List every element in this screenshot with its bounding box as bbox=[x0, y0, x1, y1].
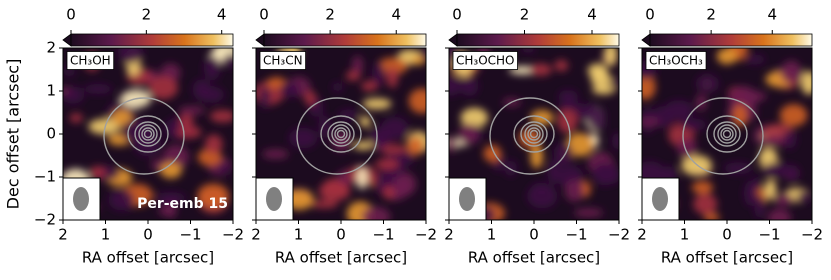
contour bbox=[103, 97, 185, 175]
x-axis-label: RA offset [arcsec] bbox=[82, 249, 214, 267]
emission-map bbox=[256, 48, 426, 220]
contour bbox=[720, 127, 734, 141]
x-tick-label: −1 bbox=[179, 226, 201, 244]
contour bbox=[334, 127, 348, 141]
colorbar bbox=[649, 33, 813, 47]
y-tick-label: −1 bbox=[34, 168, 56, 186]
contour bbox=[143, 129, 153, 139]
x-tick-label: −1 bbox=[758, 226, 780, 244]
contour bbox=[722, 129, 732, 139]
contour bbox=[520, 121, 548, 147]
colorbar-tick-label: 4 bbox=[217, 6, 227, 24]
x-tick-label: 2 bbox=[637, 226, 647, 244]
annotation: Per-emb 15 bbox=[137, 196, 228, 212]
y-axis-label: Dec offset [arcsec] bbox=[4, 59, 23, 210]
species-label: CH₃OH bbox=[70, 54, 111, 68]
panel: CH₃CN 2 1 0 −1 −2 RA offset [arcsec] 0 2 4 bbox=[251, 6, 437, 267]
colorbar-tick-label: 2 bbox=[325, 6, 335, 24]
colorbar-tick-label: 2 bbox=[706, 6, 716, 24]
colorbar-tick-label: 2 bbox=[142, 6, 152, 24]
x-tick-label: −1 bbox=[372, 226, 394, 244]
x-axis-label: RA offset [arcsec] bbox=[661, 249, 793, 267]
contour bbox=[296, 97, 378, 175]
label-box bbox=[645, 51, 707, 70]
beam bbox=[652, 187, 668, 211]
contour bbox=[529, 129, 539, 139]
contour bbox=[489, 97, 571, 175]
colorbar bbox=[263, 33, 427, 47]
panel: CH₃OH Per-emb 15 2 1 0 −1 −2 −2 −1 0 1 2 RA offset [… bbox=[4, 6, 245, 267]
contour bbox=[706, 115, 748, 153]
contour bbox=[134, 121, 162, 147]
colorbar-extend bbox=[448, 33, 458, 47]
y-tick-label: 2 bbox=[46, 39, 56, 57]
contour bbox=[331, 124, 351, 144]
colorbar bbox=[70, 33, 234, 47]
label-box bbox=[452, 51, 518, 70]
y-tick-label: 1 bbox=[46, 82, 56, 100]
colorbar-tick-label: 0 bbox=[259, 6, 269, 24]
x-axis-label: RA offset [arcsec] bbox=[468, 249, 600, 267]
x-tick-label: 0 bbox=[529, 226, 539, 244]
y-tick-label: 0 bbox=[46, 125, 56, 143]
x-axis-label: RA offset [arcsec] bbox=[275, 249, 407, 267]
emission-map bbox=[63, 48, 233, 220]
contour bbox=[336, 129, 346, 139]
contour bbox=[524, 124, 544, 144]
colorbar-tick-label: 0 bbox=[645, 6, 655, 24]
label-box bbox=[66, 51, 115, 70]
x-tick-label: 1 bbox=[487, 226, 497, 244]
panel: CH₃OCHO 2 1 0 −1 −2 RA offset [arcsec] 0 2 4 bbox=[444, 6, 630, 267]
beam bbox=[266, 187, 282, 211]
contour bbox=[682, 97, 764, 175]
colorbar-tick-label: 4 bbox=[767, 6, 777, 24]
species-label: CH₃OCH₃ bbox=[649, 54, 703, 68]
colorbar-extend bbox=[62, 33, 72, 47]
x-tick-label: 1 bbox=[101, 226, 111, 244]
panel: CH₃OCH₃ 2 1 0 −1 −2 RA offset [arcsec] 0 2 4 bbox=[637, 6, 823, 267]
x-tick-label: 2 bbox=[58, 226, 68, 244]
colorbar-tick-label: 0 bbox=[452, 6, 462, 24]
colorbar-tick-label: 4 bbox=[391, 6, 401, 24]
colorbar-extend bbox=[641, 33, 651, 47]
emission-map bbox=[642, 48, 812, 220]
colorbar-extend bbox=[255, 33, 265, 47]
contour bbox=[327, 121, 355, 147]
x-tick-label: −2 bbox=[608, 226, 630, 244]
contour bbox=[717, 124, 737, 144]
colorbar-tick-label: 2 bbox=[520, 6, 530, 24]
colorbar-tick-label: 0 bbox=[66, 6, 76, 24]
beam bbox=[73, 187, 89, 211]
contour bbox=[127, 115, 169, 153]
x-tick-label: −2 bbox=[222, 226, 244, 244]
species-label: CH₃CN bbox=[263, 54, 303, 68]
x-tick-label: 0 bbox=[143, 226, 153, 244]
x-tick-label: 0 bbox=[336, 226, 346, 244]
x-tick-label: 1 bbox=[294, 226, 304, 244]
x-tick-label: 2 bbox=[251, 226, 261, 244]
contour bbox=[713, 121, 741, 147]
colorbar-tick-label: 4 bbox=[587, 6, 597, 24]
emission-map bbox=[449, 48, 619, 220]
contour bbox=[320, 115, 362, 153]
x-tick-label: 2 bbox=[444, 226, 454, 244]
colorbar bbox=[456, 33, 620, 47]
contour bbox=[527, 127, 541, 141]
beam bbox=[459, 187, 475, 211]
x-tick-label: −2 bbox=[415, 226, 437, 244]
contour bbox=[138, 124, 158, 144]
x-tick-label: 0 bbox=[722, 226, 732, 244]
species-label: CH₃OCHO bbox=[456, 54, 515, 68]
label-box bbox=[259, 51, 306, 70]
y-tick-label: −2 bbox=[34, 211, 56, 229]
contour bbox=[513, 115, 555, 153]
x-tick-label: 1 bbox=[680, 226, 690, 244]
x-tick-label: −1 bbox=[565, 226, 587, 244]
contour bbox=[141, 127, 155, 141]
x-tick-label: −2 bbox=[801, 226, 823, 244]
